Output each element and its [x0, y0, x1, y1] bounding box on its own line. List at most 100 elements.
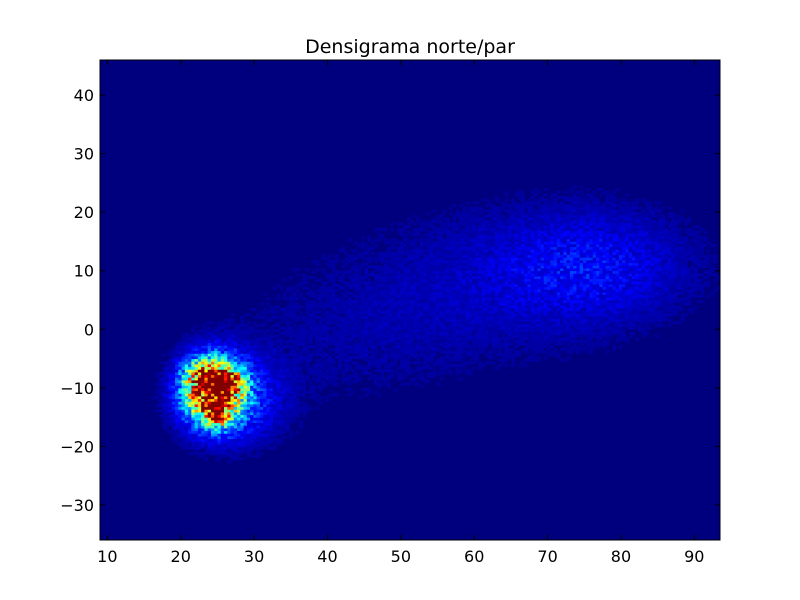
heatmap-cell	[344, 353, 349, 357]
heatmap-cell	[364, 305, 368, 309]
heatmap-cell	[165, 398, 169, 402]
heatmap-cell	[178, 393, 182, 397]
heatmap-cell	[272, 340, 277, 344]
heatmap-cell	[269, 412, 274, 416]
heatmap-cell	[452, 286, 457, 290]
heatmap-cell	[351, 278, 355, 282]
heatmap-cell	[318, 369, 323, 373]
heatmap-cell	[158, 377, 163, 381]
heatmap-cell	[230, 449, 235, 453]
heatmap-cell	[246, 361, 251, 365]
heatmap-cell	[269, 441, 274, 445]
heatmap-cell	[292, 313, 297, 317]
heatmap-cell	[410, 340, 414, 344]
heatmap-cell	[240, 406, 244, 410]
heatmap-cell	[429, 262, 434, 266]
heatmap-cell	[377, 268, 382, 272]
heatmap-cell	[227, 377, 231, 381]
heatmap-cell	[364, 318, 368, 322]
heatmap-cell	[462, 345, 466, 349]
heatmap-cell	[210, 452, 215, 456]
heatmap-cell	[468, 348, 473, 352]
heatmap-cell	[361, 246, 365, 250]
heatmap-cell	[442, 260, 447, 264]
heatmap-cell	[338, 308, 342, 312]
heatmap-cell	[429, 281, 434, 285]
heatmap-cell	[413, 342, 417, 346]
heatmap-cell	[210, 356, 215, 360]
heatmap-cell	[501, 329, 506, 333]
heatmap-cell	[348, 302, 352, 306]
heatmap-cell	[455, 289, 460, 293]
heatmap-cell	[413, 222, 417, 226]
heatmap-cell	[426, 374, 430, 378]
heatmap-cell	[354, 348, 359, 352]
heatmap-cell	[325, 358, 329, 362]
heatmap-cell	[387, 340, 391, 344]
heatmap-cell	[250, 428, 254, 432]
heatmap-cell	[423, 257, 427, 261]
heatmap-cell	[341, 326, 346, 330]
heatmap-cell	[308, 390, 313, 394]
heatmap-cell	[328, 358, 333, 362]
heatmap-cell	[494, 276, 499, 280]
heatmap-cell	[494, 230, 499, 234]
heatmap-cell	[315, 345, 320, 349]
heatmap-cell	[406, 321, 411, 325]
heatmap-cell	[250, 361, 254, 365]
heatmap-cell	[387, 284, 391, 288]
heatmap-cell	[204, 414, 209, 418]
heatmap-cell	[462, 212, 466, 216]
heatmap-cell	[240, 342, 244, 346]
heatmap-cell	[436, 313, 440, 317]
heatmap-cell	[491, 230, 496, 234]
heatmap-cell	[462, 308, 466, 312]
heatmap-cell	[452, 257, 457, 261]
heatmap-cell	[465, 294, 470, 298]
heatmap-cell	[269, 393, 274, 397]
heatmap-cell	[465, 217, 470, 221]
heatmap-cell	[419, 326, 424, 330]
heatmap-cell	[162, 417, 166, 421]
heatmap-cell	[259, 404, 264, 408]
heatmap-cell	[426, 230, 430, 234]
heatmap-cell	[396, 270, 401, 274]
heatmap-cell	[299, 334, 303, 338]
heatmap-cell	[501, 286, 506, 290]
heatmap-cell	[439, 214, 444, 218]
heatmap-cell	[400, 262, 404, 266]
heatmap-cell	[491, 292, 496, 296]
heatmap-cell	[289, 340, 293, 344]
heatmap-cell	[403, 228, 408, 232]
heatmap-cell	[272, 316, 277, 320]
heatmap-cell	[233, 430, 238, 434]
heatmap-cell	[419, 302, 424, 306]
heatmap-cell	[458, 342, 463, 346]
heatmap-cell	[452, 241, 457, 245]
heatmap-cell	[498, 257, 502, 261]
heatmap-cell	[201, 380, 205, 384]
heatmap-cell	[472, 324, 476, 328]
heatmap-cell	[269, 377, 274, 381]
heatmap-cell	[299, 340, 303, 344]
heatmap-cell	[197, 396, 202, 400]
heatmap-cell	[364, 302, 368, 306]
heatmap-cell	[400, 364, 404, 368]
heatmap-cell	[406, 286, 411, 290]
heatmap-cell	[175, 425, 179, 429]
heatmap-cell	[485, 268, 489, 272]
heatmap-cell	[256, 388, 261, 392]
heatmap-cell	[171, 350, 176, 354]
heatmap-cell	[357, 313, 362, 317]
heatmap-cell	[449, 260, 453, 264]
heatmap-cell	[468, 334, 473, 338]
heatmap-cell	[348, 316, 352, 320]
heatmap-cell	[478, 209, 483, 213]
heatmap-cell	[380, 284, 385, 288]
heatmap-cell	[269, 305, 274, 309]
heatmap-cell	[237, 409, 241, 413]
heatmap-cell	[201, 361, 205, 365]
heatmap-cell	[272, 356, 277, 360]
heatmap-cell	[312, 332, 316, 336]
heatmap-cell	[472, 225, 476, 229]
